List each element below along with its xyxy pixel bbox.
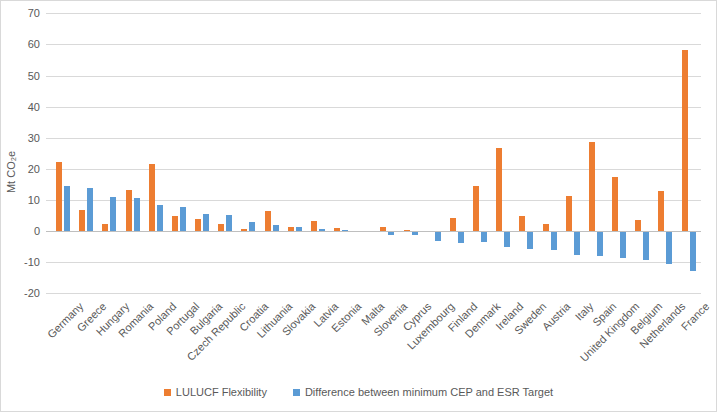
y-tick-label-10: 10 [6, 193, 40, 207]
gridline-50 [46, 76, 701, 77]
bar-difference-united-kingdom [620, 232, 626, 258]
bar-lulucf-slovakia [288, 227, 294, 231]
bar-difference-italy [574, 232, 580, 255]
bar-lulucf-cyprus [404, 230, 410, 231]
gridline-40 [46, 107, 701, 108]
bar-difference-germany [64, 186, 70, 231]
y-tick-label-20: 20 [6, 162, 40, 176]
bar-difference-latvia [319, 229, 325, 231]
bar-difference-spain [597, 232, 603, 256]
bar-lulucf-greece [79, 210, 85, 231]
bar-difference-netherlands [666, 232, 672, 264]
bar-lulucf-sweden [519, 216, 525, 231]
bar-difference-denmark [481, 232, 487, 242]
legend-label-cep-esr-difference: Difference between minimum CEP and ESR T… [305, 386, 553, 398]
gridline-70 [46, 13, 701, 14]
bar-lulucf-france [682, 50, 688, 231]
bar-lulucf-czech-republic [218, 224, 224, 231]
legend-item-lulucf-flexibility: LULUCF Flexibility [164, 386, 267, 398]
bar-lulucf-estonia [334, 228, 340, 231]
bar-difference-slovenia [388, 232, 394, 235]
bar-difference-croatia [249, 222, 255, 231]
bar-lulucf-latvia [311, 221, 317, 231]
bar-difference-belgium [643, 232, 649, 260]
y-tick-label-70: 70 [6, 6, 40, 20]
y-tick-label--10: -10 [6, 255, 40, 269]
bar-lulucf-denmark [473, 186, 479, 231]
gridline-20 [46, 169, 701, 170]
bar-lulucf-slovenia [380, 227, 386, 231]
bar-lulucf-germany [56, 162, 62, 231]
legend-label-lulucf-flexibility: LULUCF Flexibility [176, 386, 267, 398]
gridline-10 [46, 200, 701, 201]
y-tick-label-30: 30 [6, 131, 40, 145]
bar-difference-france [690, 232, 696, 271]
legend-swatch-orange-icon [164, 389, 171, 396]
y-tick-label--20: -20 [6, 286, 40, 300]
gridline--10 [46, 262, 701, 263]
bar-lulucf-lithuania [265, 211, 271, 231]
legend-item-cep-esr-difference: Difference between minimum CEP and ESR T… [293, 386, 553, 398]
bar-difference-ireland [504, 232, 510, 247]
bar-lulucf-romania [126, 190, 132, 231]
bar-lulucf-portugal [172, 216, 178, 231]
bar-lulucf-united-kingdom [612, 177, 618, 231]
bar-lulucf-finland [450, 218, 456, 231]
bar-lulucf-italy [566, 196, 572, 231]
bar-lulucf-spain [589, 142, 595, 231]
bar-difference-austria [551, 232, 557, 250]
bar-lulucf-netherlands [658, 191, 664, 231]
bar-difference-cyprus [412, 232, 418, 235]
bar-difference-sweden [527, 232, 533, 249]
gridline--20 [46, 293, 701, 294]
bar-difference-lithuania [273, 225, 279, 231]
bar-difference-greece [87, 188, 93, 231]
bar-difference-slovakia [296, 227, 302, 231]
bar-difference-bulgaria [203, 214, 209, 231]
bar-lulucf-belgium [635, 220, 641, 231]
gridline-30 [46, 138, 701, 139]
bar-chart: Mt CO₂e 706050403020100-10-20GermanyGree… [0, 0, 717, 412]
y-tick-label-50: 50 [6, 69, 40, 83]
bar-lulucf-austria [543, 224, 549, 231]
bar-lulucf-poland [149, 164, 155, 231]
y-tick-label-60: 60 [6, 37, 40, 51]
bar-difference-hungary [110, 197, 116, 231]
gridline-60 [46, 44, 701, 45]
bar-difference-finland [458, 232, 464, 243]
bar-difference-portugal [180, 207, 186, 231]
y-tick-label-40: 40 [6, 100, 40, 114]
bar-lulucf-bulgaria [195, 219, 201, 231]
bar-difference-czech-republic [226, 215, 232, 231]
bar-difference-romania [134, 198, 140, 231]
bar-lulucf-hungary [102, 224, 108, 231]
bar-difference-luxembourg [435, 232, 441, 241]
bar-difference-poland [157, 205, 163, 231]
bar-difference-estonia [342, 230, 348, 231]
legend-swatch-blue-icon [293, 389, 300, 396]
bar-lulucf-ireland [496, 148, 502, 231]
bar-lulucf-croatia [241, 229, 247, 231]
legend: LULUCF Flexibility Difference between mi… [1, 381, 716, 403]
y-tick-label-0: 0 [6, 224, 40, 238]
